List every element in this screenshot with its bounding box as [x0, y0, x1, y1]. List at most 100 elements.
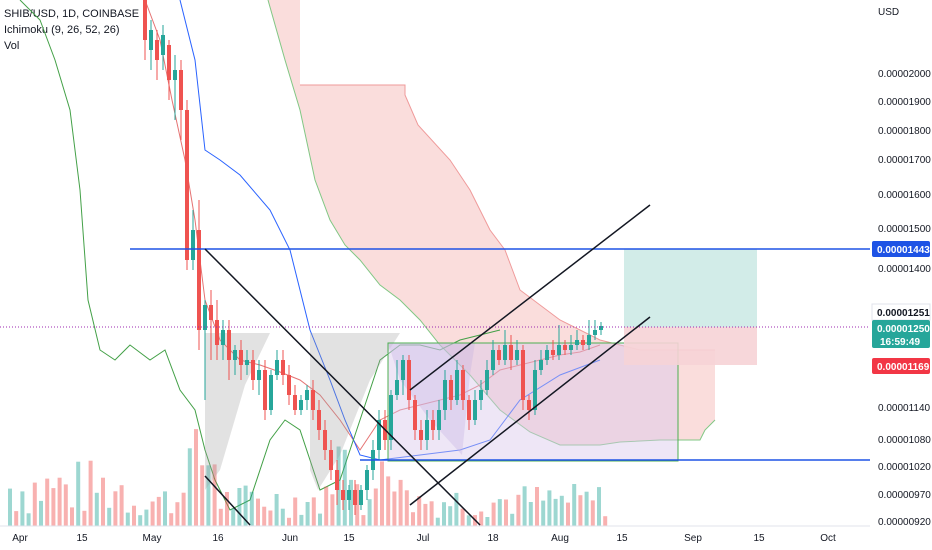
volume-bar	[132, 505, 136, 526]
ascending-channel-upper	[409, 204, 651, 391]
candle-body	[299, 400, 303, 410]
volume-bar	[82, 510, 87, 526]
time-tick-label: Sep	[684, 533, 702, 544]
volume-bar	[274, 494, 279, 526]
descending-trendline	[204, 248, 481, 526]
price-tick-label: 0.00001400	[878, 264, 931, 275]
last-close-tag-text: 0.00001251	[877, 308, 930, 319]
volume-bar	[504, 499, 508, 526]
time-tick-label: Apr	[12, 533, 28, 544]
volume-label[interactable]: Vol	[4, 40, 20, 52]
volume-bar	[411, 512, 415, 526]
volume-bar	[417, 496, 422, 526]
volume-bar	[516, 494, 521, 526]
volume-bar	[206, 465, 211, 526]
volume-bar	[57, 477, 62, 526]
volume-bar	[497, 499, 502, 526]
volume-bar	[268, 510, 273, 526]
candle-body	[179, 70, 183, 110]
volume-bar	[466, 515, 471, 526]
volume-bar	[194, 429, 198, 526]
candle-body	[173, 70, 177, 80]
candle-body	[257, 370, 261, 380]
candle-body	[149, 30, 153, 50]
volume-bar	[212, 464, 217, 526]
candle-body	[335, 470, 339, 490]
volume-bar	[218, 508, 223, 526]
volume-bar	[380, 461, 384, 526]
ichimoku-label[interactable]: Ichimoku (9, 26, 52, 26)	[4, 24, 120, 36]
volume-bar	[404, 490, 409, 526]
candle-body	[281, 360, 285, 375]
cloud-area	[268, 0, 715, 445]
volume-bar	[125, 512, 130, 526]
volume-bar	[584, 491, 589, 526]
candle-body	[539, 360, 543, 370]
candle-body	[269, 375, 273, 410]
volume-bar	[14, 511, 19, 526]
countdown-text: 16:59:49	[880, 337, 920, 348]
trend-lines	[0, 204, 870, 526]
current-price-tag	[872, 320, 930, 348]
candle-body	[437, 410, 441, 430]
volume-bar	[491, 502, 496, 526]
symbol-label[interactable]: SHIB/USD, 1D, COINBASE	[4, 8, 140, 20]
volume-bar	[113, 491, 118, 526]
candle-body	[209, 305, 213, 320]
volume-bar	[293, 497, 298, 526]
volume-bar	[287, 517, 291, 526]
candle-body	[347, 490, 351, 500]
candle-body	[197, 230, 201, 330]
price-tick-label: 0.00000970	[878, 490, 931, 501]
candle-body	[485, 370, 489, 390]
candle-body	[329, 450, 333, 470]
candle-body	[227, 330, 231, 360]
volume-bar	[76, 461, 81, 526]
candle-body	[581, 340, 585, 345]
volume-bar	[448, 506, 453, 526]
volume-bar	[355, 484, 360, 526]
time-axis: Apr 15 May 16 Jun 15 Jul 18 Aug 15 Sep 15 Oct	[0, 525, 870, 544]
time-tick-label: Jul	[417, 533, 430, 544]
price-tick-label: 0.00001500	[878, 224, 931, 235]
candle-body	[233, 350, 237, 360]
candle-body	[545, 350, 549, 360]
resistance-price-tag-text: 0.00001443	[877, 245, 930, 256]
pattern-triangle-left	[205, 333, 270, 490]
volume-bar	[169, 513, 174, 526]
time-tick-label: 16	[212, 533, 224, 544]
volume-bar	[398, 479, 403, 526]
volume-bar	[200, 465, 205, 526]
time-tick-label: May	[143, 533, 162, 544]
volume-bar	[311, 497, 316, 526]
candle-body	[167, 45, 171, 80]
candle-body	[419, 430, 423, 440]
volume-bar	[163, 491, 167, 526]
volume-bar	[107, 507, 112, 526]
time-tick-label: 15	[343, 533, 355, 544]
candle-body	[473, 400, 477, 420]
candle-body	[263, 370, 267, 410]
candle-body	[143, 0, 147, 40]
candle-body	[401, 360, 405, 380]
volume-bar	[305, 502, 310, 526]
candle-body	[563, 345, 567, 350]
target-zone	[624, 249, 757, 327]
candle-body	[521, 350, 525, 400]
volume-bar	[70, 507, 74, 526]
current-price-text: 0.00001250	[877, 324, 930, 335]
ascending-channel-lower	[409, 316, 651, 506]
stop-price-tag	[872, 358, 930, 374]
candle-body	[551, 350, 555, 355]
volume-bar	[63, 484, 68, 526]
candle-body	[533, 370, 537, 410]
volume-bar	[566, 502, 570, 526]
candle-body	[443, 380, 447, 410]
volume-bar	[237, 488, 242, 526]
volume-bar	[423, 503, 428, 526]
candle-body	[203, 305, 207, 330]
volume-bar	[324, 486, 329, 526]
candle-body	[557, 345, 561, 355]
volume-bar	[386, 476, 391, 526]
